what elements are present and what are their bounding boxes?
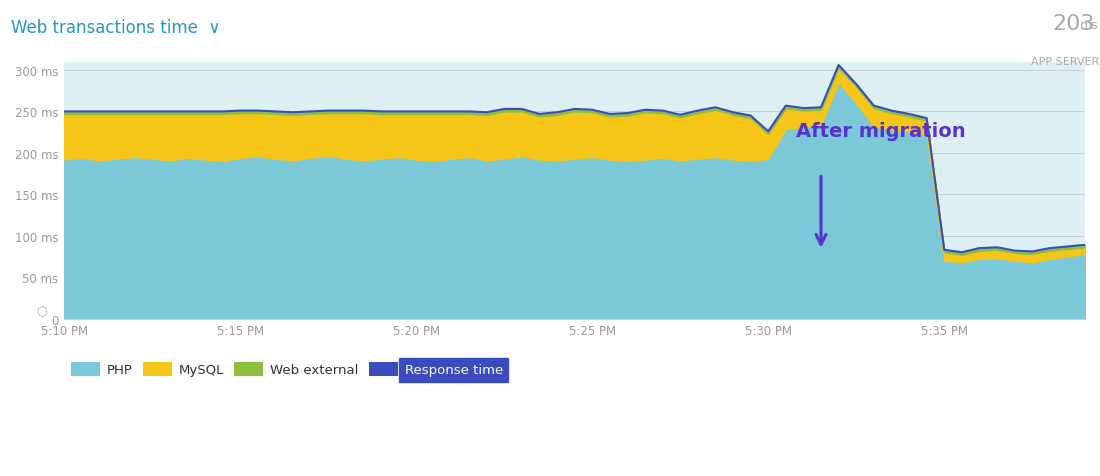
- Text: After migration: After migration: [796, 122, 966, 141]
- Legend: PHP, MySQL, Web external, Response time: PHP, MySQL, Web external, Response time: [70, 362, 503, 377]
- Text: ○: ○: [36, 304, 47, 317]
- Text: Web transactions time  ∨: Web transactions time ∨: [11, 19, 220, 37]
- Text: 203: 203: [1052, 14, 1094, 34]
- Text: ms: ms: [1080, 19, 1099, 32]
- Text: APP SERVER: APP SERVER: [1031, 57, 1099, 67]
